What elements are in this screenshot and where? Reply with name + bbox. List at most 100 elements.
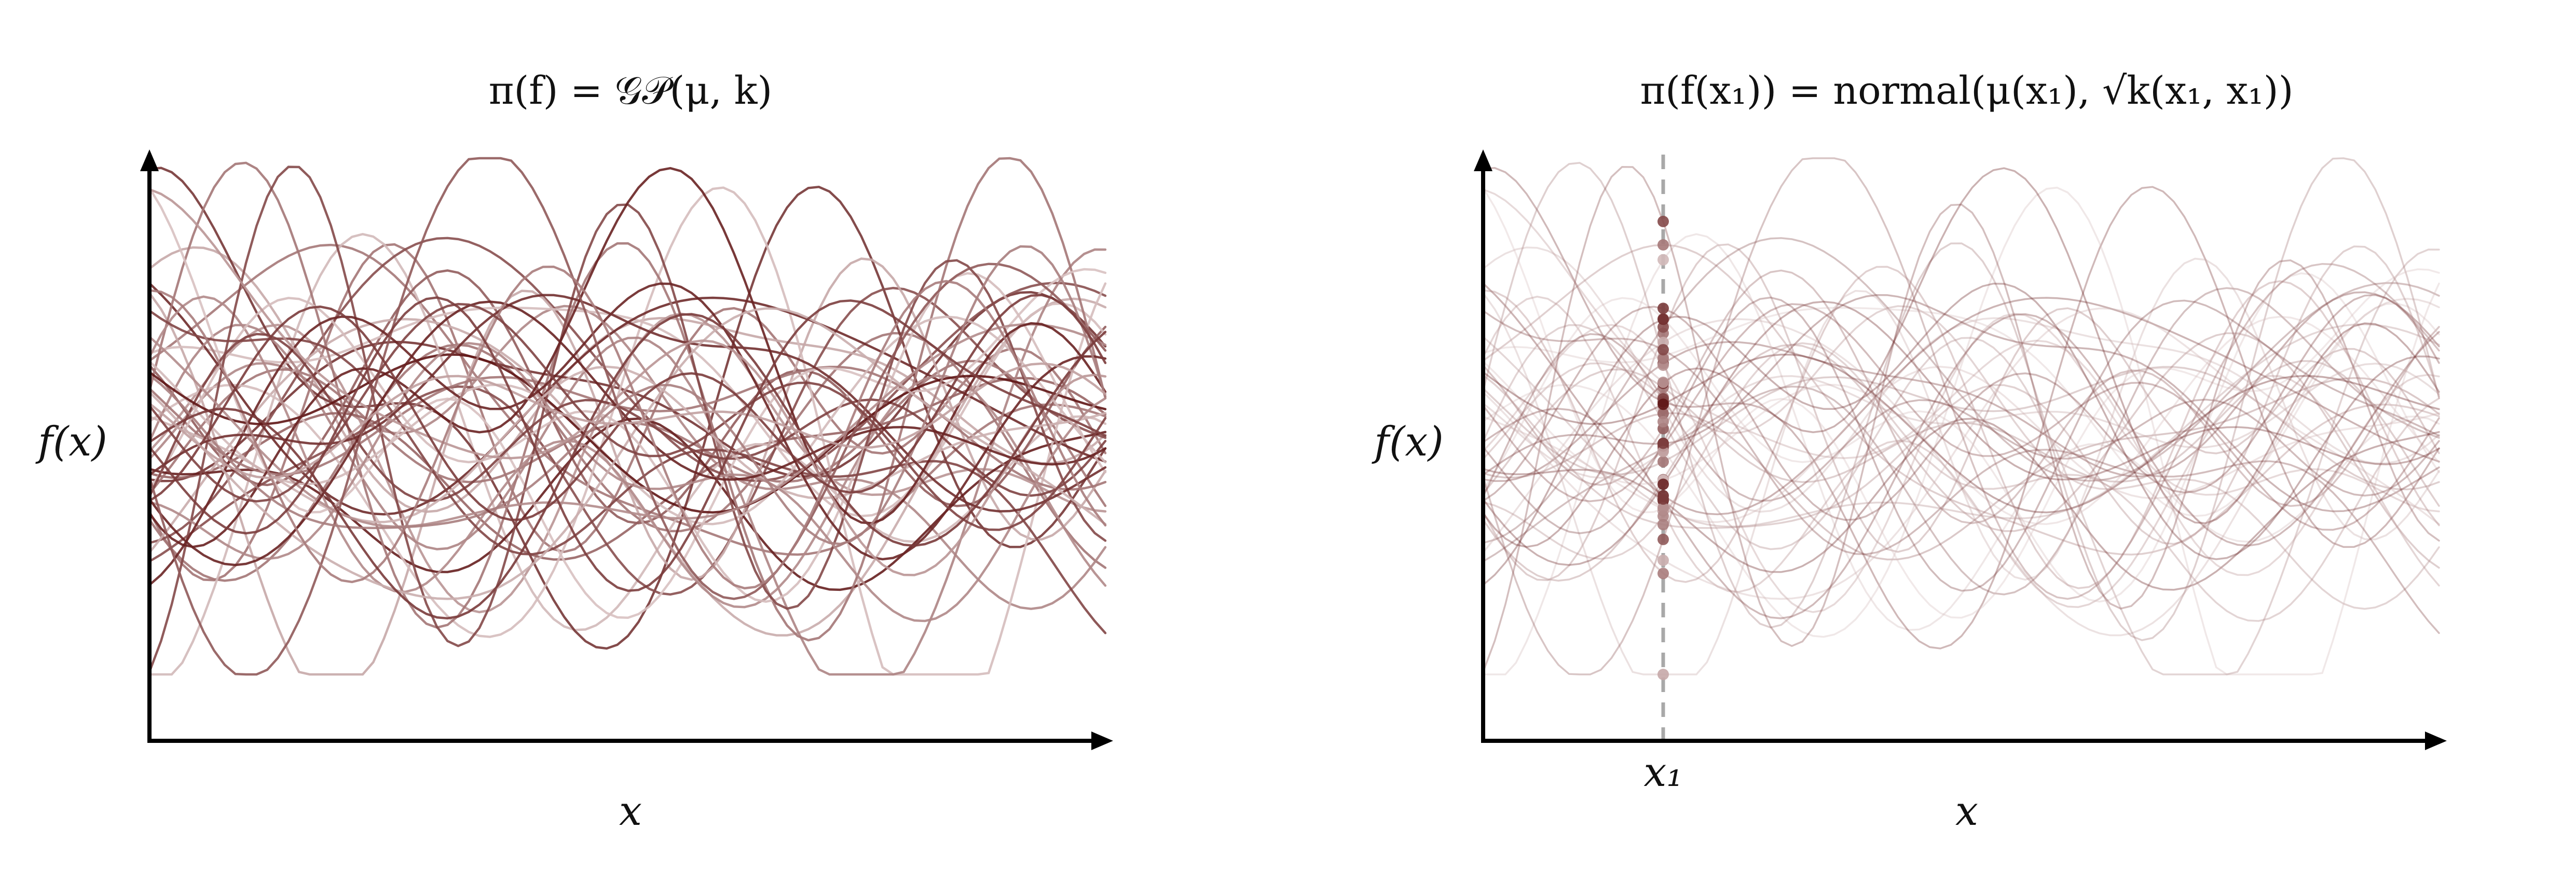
marginal-point — [1657, 533, 1669, 545]
sample-curve — [149, 186, 1107, 676]
sample-curve — [1483, 266, 2440, 589]
marginal-point — [1657, 446, 1669, 458]
x-axis-label: x — [619, 788, 642, 835]
marginal-point — [1657, 398, 1669, 410]
sample-curve — [1483, 248, 2440, 675]
marginal-point — [1657, 502, 1669, 514]
marginal-point — [1657, 478, 1669, 490]
sample-curve — [1483, 315, 2440, 525]
sample-curve — [1483, 305, 2440, 610]
sample-curve — [149, 294, 1107, 513]
sample-curve — [149, 245, 1107, 545]
sample-curve — [1483, 310, 2440, 634]
marginal-point — [1657, 302, 1669, 314]
sample-curve — [1483, 272, 2440, 603]
sample-curve — [149, 286, 1107, 596]
marginal-point — [1657, 321, 1669, 333]
marginal-point — [1657, 568, 1669, 579]
sample-curve — [1483, 245, 2440, 545]
marginal-point — [1657, 555, 1669, 566]
sample-curve — [1483, 294, 2440, 513]
sample-curve — [1483, 188, 2440, 576]
sample-curve — [1483, 165, 2440, 670]
sample-curve — [1483, 294, 2440, 521]
sample-curve — [1483, 313, 2440, 619]
sample-curve — [1483, 233, 2440, 675]
sample-curve — [1483, 283, 2440, 516]
sample-curve — [1483, 287, 2440, 596]
marginal-point — [1657, 254, 1669, 266]
marginal-point — [1657, 239, 1669, 251]
y-axis-label: f(x) — [35, 419, 107, 465]
marginal-point — [1657, 416, 1669, 427]
marginal-point — [1657, 344, 1669, 356]
sample-curve — [149, 167, 1107, 548]
sample-curve — [1483, 418, 2440, 591]
marginal-point — [1657, 313, 1669, 325]
marginal-point — [1657, 519, 1669, 531]
sample-curve — [1483, 157, 2440, 641]
marginal-point — [1657, 493, 1669, 505]
sample-curve — [1483, 302, 2440, 517]
sample-curve — [149, 232, 1107, 676]
sample-curve — [149, 307, 1107, 600]
sample-curve — [1483, 167, 2440, 650]
sample-curve — [1483, 353, 2440, 514]
sample-curve — [1483, 313, 2440, 613]
sample-curve — [149, 246, 1107, 513]
sample-curve — [149, 269, 1107, 524]
marginal-point — [1657, 353, 1669, 364]
y-axis-arrow-icon — [140, 149, 159, 171]
sample-curve — [149, 248, 1107, 676]
marginal-panel: π(f(x₁)) = normal(μ(x₁), √k(x₁, x₁)) f(x… — [1372, 68, 2447, 835]
y-axis-label: f(x) — [1372, 419, 1444, 465]
marginal-point — [1657, 510, 1669, 522]
sample-curve — [1483, 246, 2440, 513]
sample-curves-faded — [1483, 157, 2440, 675]
sample-curve — [1483, 363, 2440, 479]
prior-samples-panel: π(f) = 𝒢𝒫(μ, k) f(x) x — [35, 68, 1113, 835]
sample-curve — [1483, 157, 2440, 675]
sample-curve — [1483, 366, 2440, 523]
sample-curve — [149, 362, 1107, 479]
sample-curve — [1483, 237, 2440, 544]
sample-curve — [1483, 298, 2440, 637]
panel-title: π(f(x₁)) = normal(μ(x₁), √k(x₁, x₁)) — [1640, 68, 2293, 113]
sample-curve — [1483, 243, 2440, 582]
sample-curve — [149, 342, 1107, 623]
sample-curve — [1483, 282, 2440, 585]
marginal-point — [1657, 455, 1669, 467]
sample-curve — [149, 365, 1107, 523]
sample-curve — [1483, 323, 2440, 528]
sample-curve — [1483, 269, 2440, 524]
y-axis-arrow-icon — [1474, 149, 1492, 171]
sample-curve — [149, 315, 1107, 526]
sample-curve — [1483, 167, 2440, 548]
sample-curve — [1483, 257, 2440, 675]
marginal-point — [1657, 215, 1669, 227]
sample-curves — [149, 157, 1107, 676]
sample-curve — [149, 296, 1107, 592]
sample-curve — [149, 313, 1107, 620]
sample-curve — [1483, 333, 2440, 502]
sample-curve — [149, 282, 1107, 586]
sample-curve — [1483, 188, 2440, 619]
sample-curve — [149, 377, 1107, 561]
sample-curve — [149, 333, 1107, 502]
sample-curve — [1483, 186, 2440, 675]
x1-tick-label: x₁ — [1643, 749, 1682, 796]
sample-curve — [149, 323, 1107, 528]
marginal-point — [1657, 669, 1669, 680]
sample-curve — [1483, 244, 2440, 556]
sample-curve — [149, 157, 1107, 642]
sample-curve — [1483, 307, 2440, 600]
x-axis-arrow-icon — [2425, 731, 2447, 750]
sample-curve — [149, 157, 1107, 676]
sample-curve — [149, 188, 1107, 576]
sample-curve — [1483, 300, 2440, 566]
panel-title: π(f) = 𝒢𝒫(μ, k) — [489, 68, 773, 113]
sample-curve — [1483, 360, 2440, 507]
marginal-point — [1657, 437, 1669, 449]
sample-curve — [1483, 366, 2440, 491]
